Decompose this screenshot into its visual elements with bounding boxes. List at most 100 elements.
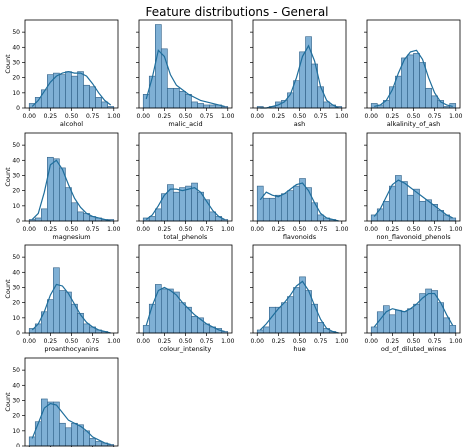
histogram-bar	[173, 191, 180, 222]
x-axis-label: colour_intensity	[160, 345, 212, 353]
x-tick-label: 0.50	[293, 113, 307, 120]
y-tick-label: 50	[12, 29, 20, 36]
histogram-bar	[323, 101, 330, 109]
histogram-bar	[370, 326, 378, 334]
x-tick-label: 0.50	[65, 113, 79, 120]
histogram-bar	[155, 208, 162, 222]
histogram-bar	[59, 74, 66, 109]
x-tick-label: 0.00	[137, 338, 151, 345]
histogram-bar	[191, 101, 198, 109]
histogram-bar	[53, 158, 60, 222]
x-tick-label: 0.75	[314, 113, 328, 120]
y-tick-label: 30	[12, 397, 20, 404]
x-tick-label: 0.00	[137, 113, 151, 120]
histogram-bar	[413, 303, 420, 334]
subplot-non-flavonoid-phenols: 0.00 0.25 0.50 0.75 1.00non_flavonoid_phenol…	[364, 132, 463, 241]
x-tick-label: 0.25	[158, 338, 172, 345]
x-tick-label: 0.00	[23, 113, 37, 120]
x-tick-label: 0.75	[428, 338, 442, 345]
x-axis-label: proanthocyanins	[44, 345, 99, 353]
y-axis-label: Count	[4, 54, 12, 74]
histogram-bar	[317, 86, 324, 109]
x-axis-label: malic_acid	[168, 120, 202, 128]
x-tick-label: 0.50	[407, 113, 421, 120]
x-tick-label: 0.75	[428, 226, 442, 233]
y-tick-label: 0	[16, 330, 20, 337]
y-axis-label: Count	[4, 167, 12, 187]
x-tick-label: 0.25	[272, 338, 286, 345]
x-tick-label: 1.00	[221, 226, 235, 233]
histogram-bar	[256, 185, 264, 222]
x-tick-label: 0.50	[179, 338, 193, 345]
y-tick-label: 50	[12, 367, 20, 374]
histogram-bar	[299, 51, 306, 109]
histogram-bar	[77, 312, 84, 334]
histogram-bar	[425, 87, 432, 109]
x-tick-label: 0.00	[23, 226, 37, 233]
histogram-bar	[185, 185, 192, 222]
histogram-bar	[449, 325, 457, 334]
subplot-flavonoids: 0.00 0.25 0.50 0.75 1.00 flavonoids	[250, 132, 349, 241]
histogram-bar	[419, 62, 426, 109]
histogram-bar	[59, 290, 66, 334]
histogram-bar	[382, 200, 390, 222]
histogram-bar	[142, 94, 150, 109]
x-tick-label: 0.75	[200, 226, 214, 233]
subplot-colour-intensity: 0.00 0.25 0.50 0.75 1.00 colour_intensity	[136, 244, 235, 353]
histogram-bar	[40, 208, 48, 222]
histogram-bar	[148, 303, 156, 334]
y-tick-label: 0	[16, 218, 20, 225]
y-tick-label: 10	[12, 428, 20, 435]
x-axis-label: non_flavonoid_phenols	[376, 233, 451, 241]
histogram-bar	[95, 97, 102, 109]
subplot-hue: 0.00 0.25 0.50 0.75 1.00 hue	[250, 244, 349, 353]
x-tick-label: 0.75	[86, 338, 100, 345]
histogram-bar	[281, 302, 288, 334]
x-tick-label: 0.50	[293, 338, 307, 345]
histogram-bar	[293, 185, 300, 222]
histogram-bar	[65, 427, 72, 447]
x-tick-label: 1.00	[107, 113, 121, 120]
y-axis-label: Count	[4, 279, 12, 299]
kde-curve	[31, 70, 112, 107]
histogram-bar	[419, 200, 426, 222]
y-tick-label: 40	[12, 269, 20, 276]
histogram-bar	[407, 194, 414, 222]
histogram-bar	[287, 190, 294, 222]
x-tick-label: 0.75	[200, 338, 214, 345]
x-tick-label: 0.50	[293, 226, 307, 233]
histogram-bar	[287, 296, 294, 334]
histogram-bar	[268, 306, 276, 334]
histogram-bar	[77, 211, 84, 222]
histogram-bar	[148, 75, 156, 109]
x-tick-label: 0.00	[251, 338, 265, 345]
x-tick-label: 1.00	[449, 226, 463, 233]
histogram-bar	[191, 316, 198, 334]
kde-curve	[374, 49, 453, 108]
histogram-bar	[317, 322, 324, 334]
x-tick-label: 0.50	[65, 338, 79, 345]
x-tick-label: 0.75	[200, 113, 214, 120]
histogram-bar	[203, 199, 210, 222]
x-tick-label: 0.25	[158, 113, 172, 120]
y-tick-label: 20	[12, 75, 20, 82]
histogram-bar	[305, 187, 312, 222]
histogram-bar	[89, 438, 96, 447]
histogram-bar	[281, 193, 288, 222]
histogram-bar	[407, 308, 414, 334]
histogram-bar	[34, 217, 42, 222]
x-tick-label: 0.75	[314, 226, 328, 233]
histogram-bar	[268, 197, 276, 222]
histogram-bar	[382, 305, 390, 334]
histogram-bar	[317, 214, 324, 222]
kde-curve	[373, 179, 453, 219]
x-tick-label: 0.75	[314, 338, 328, 345]
x-tick-label: 0.25	[44, 113, 58, 120]
histogram-bar	[71, 422, 78, 447]
y-tick-label: 50	[12, 254, 20, 261]
histogram-bar	[47, 299, 54, 334]
histogram-bar	[101, 101, 109, 109]
kde-curve	[31, 159, 111, 222]
histogram-bar	[173, 87, 180, 109]
y-tick-label: 30	[12, 172, 20, 179]
